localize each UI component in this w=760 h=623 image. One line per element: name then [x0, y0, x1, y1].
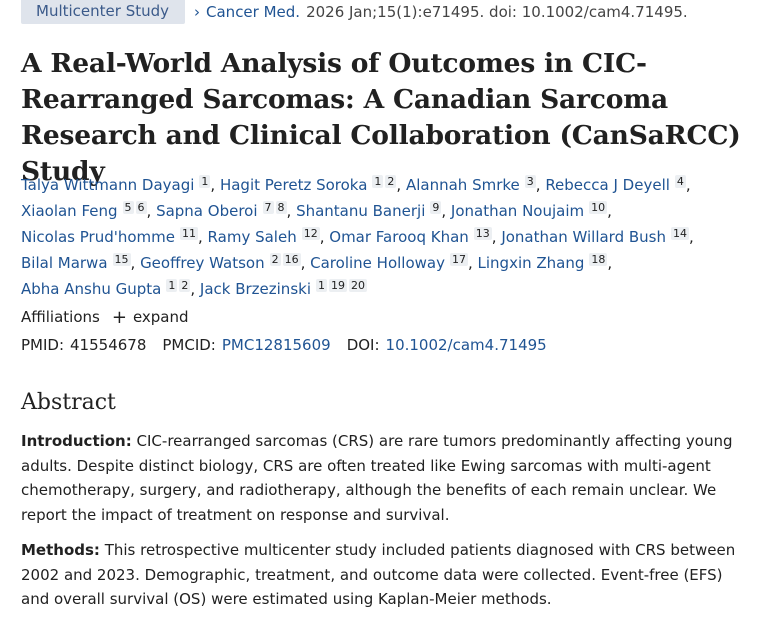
author-link[interactable]: Alannah Smrke: [405, 176, 520, 194]
affiliation-ref[interactable]: 3: [524, 175, 536, 188]
plus-icon: +: [111, 306, 127, 328]
citation-details: 2026 Jan;15(1):e71495. doi: 10.1002/cam4…: [306, 3, 688, 21]
abstract-introduction: Introduction: CIC-rearranged sarcomas (C…: [21, 429, 741, 527]
author-affiliation-refs: 3: [523, 175, 536, 188]
affiliations-label: Affiliations: [21, 308, 100, 326]
author-affiliation-refs: 2 16: [268, 253, 301, 266]
affiliation-ref[interactable]: 5: [122, 201, 134, 214]
author-affiliation-refs: 1 19 20: [314, 279, 367, 292]
affiliation-ref[interactable]: 13: [473, 227, 492, 240]
pmid-value: 41554678: [70, 336, 147, 354]
citation-header: Multicenter Study › Cancer Med. 2026 Jan…: [21, 0, 688, 24]
author-link[interactable]: Caroline Holloway: [310, 254, 445, 272]
abstract-methods: Methods: This retrospective multicenter …: [21, 538, 741, 612]
abstract-body: Introduction: CIC-rearranged sarcomas (C…: [21, 429, 741, 623]
methods-label: Methods:: [21, 541, 100, 559]
affiliation-ref[interactable]: 4: [674, 175, 686, 188]
author-link[interactable]: Ramy Saleh: [207, 228, 297, 246]
author-link[interactable]: Bilal Marwa: [21, 254, 108, 272]
author-affiliation-refs: 17: [448, 253, 468, 266]
affiliation-ref[interactable]: 1: [199, 175, 211, 188]
author-link[interactable]: Hagit Peretz Soroka: [219, 176, 368, 194]
journal-link[interactable]: Cancer Med.: [206, 3, 301, 21]
affiliation-ref[interactable]: 2: [385, 175, 397, 188]
affiliation-ref[interactable]: 15: [112, 253, 131, 266]
author-link[interactable]: Talya Wittmann Dayagi: [21, 176, 195, 194]
introduction-text: CIC-rearranged sarcomas (CRS) are rare t…: [21, 432, 733, 524]
author-affiliation-refs: 14: [669, 227, 689, 240]
introduction-label: Introduction:: [21, 432, 132, 450]
author-link[interactable]: Shantanu Banerji: [296, 202, 426, 220]
author-link[interactable]: Geoffrey Watson: [140, 254, 265, 272]
abstract-heading: Abstract: [21, 390, 116, 415]
author-affiliation-refs: 12: [300, 227, 320, 240]
authors-list: Talya Wittmann Dayagi 1, Hagit Peretz Sor…: [21, 175, 694, 298]
author-link[interactable]: Jonathan Noujaim: [450, 202, 585, 220]
author-affiliation-refs: 18: [587, 253, 608, 266]
methods-text: This retrospective multicenter study inc…: [21, 541, 736, 608]
author-link[interactable]: Rebecca J Deyell: [545, 176, 670, 194]
author-link[interactable]: Nicolas Prud'homme: [21, 228, 175, 246]
affiliation-ref[interactable]: 1: [315, 279, 327, 292]
affiliation-ref[interactable]: 2: [269, 253, 281, 266]
author-affiliation-refs: 11: [178, 227, 198, 240]
author-affiliation-refs: 15: [111, 253, 131, 266]
affiliation-ref[interactable]: 20: [348, 279, 367, 292]
affiliation-ref[interactable]: 6: [135, 201, 147, 214]
author-link[interactable]: Sapna Oberoi: [156, 202, 258, 220]
affiliation-ref[interactable]: 12: [301, 227, 320, 240]
author-affiliation-refs: 13: [472, 227, 492, 240]
identifiers-row: PMID: 41554678 PMCID: PMC12815609 DOI: 1…: [21, 336, 563, 354]
author-link[interactable]: Jonathan Willard Bush: [501, 228, 666, 246]
author-affiliation-refs: 1: [197, 175, 211, 188]
author-link[interactable]: Jack Brzezinski: [199, 280, 311, 298]
author-link[interactable]: Abha Anshu Gupta: [21, 280, 162, 298]
doi-link[interactable]: 10.1002/cam4.71495: [385, 336, 547, 354]
affiliation-ref[interactable]: 1: [166, 279, 178, 292]
pmcid-label: PMCID:: [162, 336, 216, 354]
chevron-right-icon: ›: [194, 3, 201, 21]
affiliation-ref[interactable]: 17: [449, 253, 468, 266]
author-affiliation-refs: 10: [587, 201, 608, 214]
article-title: A Real-World Analysis of Outcomes in CIC…: [21, 48, 741, 187]
author-link[interactable]: Xiaolan Feng: [21, 202, 118, 220]
expand-label: expand: [132, 308, 189, 326]
affiliation-ref[interactable]: 10: [589, 201, 608, 214]
affiliation-ref[interactable]: 16: [282, 253, 301, 266]
publication-type-badge: Multicenter Study: [21, 0, 186, 24]
affiliation-ref[interactable]: 1: [372, 175, 384, 188]
affiliation-ref[interactable]: 8: [275, 201, 287, 214]
author-affiliation-refs: 9: [428, 201, 442, 214]
pmcid-link[interactable]: PMC12815609: [221, 336, 331, 354]
pmid-label: PMID:: [21, 336, 65, 354]
author-link[interactable]: Omar Farooq Khan: [329, 228, 469, 246]
author-link[interactable]: Lingxin Zhang: [477, 254, 585, 272]
affiliation-ref[interactable]: 11: [180, 227, 198, 240]
author-affiliation-refs: 4: [673, 175, 686, 188]
affiliations-row: Affiliations + expand: [21, 308, 189, 326]
affiliation-ref[interactable]: 9: [430, 201, 442, 214]
affiliation-ref[interactable]: 14: [671, 227, 689, 240]
affiliation-ref[interactable]: 19: [328, 279, 347, 292]
affiliation-ref[interactable]: 18: [589, 253, 608, 266]
doi-label: DOI:: [346, 336, 380, 354]
affiliation-ref[interactable]: 2: [179, 279, 191, 292]
affiliation-ref[interactable]: 7: [262, 201, 274, 214]
expand-affiliations-button[interactable]: + expand: [112, 308, 189, 326]
